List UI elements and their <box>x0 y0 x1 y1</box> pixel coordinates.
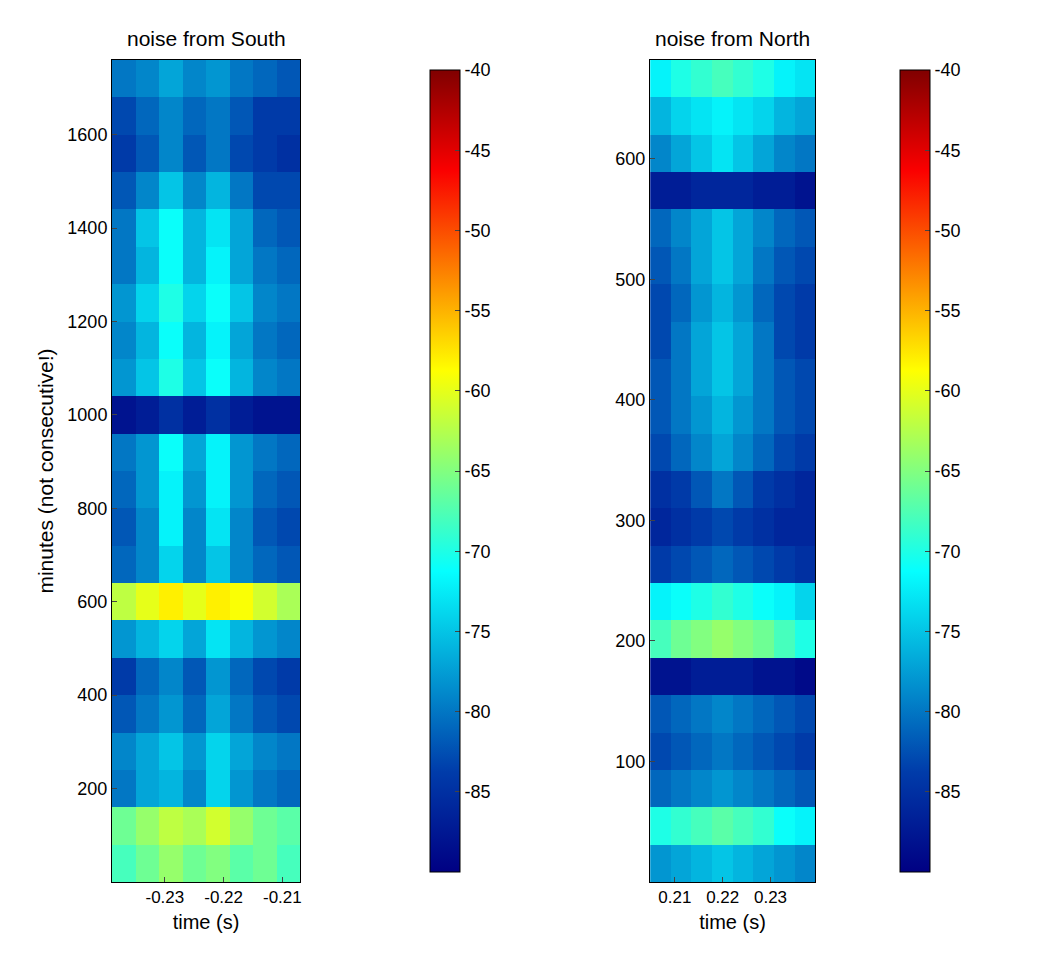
svg-text:-80: -80 <box>465 702 491 722</box>
svg-text:-85: -85 <box>465 782 491 802</box>
svg-text:-65: -65 <box>465 461 491 481</box>
svg-text:500: 500 <box>615 270 645 290</box>
svg-text:-55: -55 <box>465 301 491 321</box>
svg-text:-0.23: -0.23 <box>146 888 185 907</box>
svg-text:100: 100 <box>615 752 645 772</box>
svg-text:-75: -75 <box>465 622 491 642</box>
svg-text:600: 600 <box>77 592 107 612</box>
svg-text:noise from South: noise from South <box>127 27 286 50</box>
svg-text:1200: 1200 <box>67 312 107 332</box>
svg-text:0.23: 0.23 <box>754 888 787 907</box>
svg-text:-65: -65 <box>935 461 961 481</box>
svg-text:-60: -60 <box>465 381 491 401</box>
svg-text:1400: 1400 <box>67 218 107 238</box>
svg-text:-45: -45 <box>935 141 961 161</box>
svg-text:200: 200 <box>615 631 645 651</box>
svg-text:200: 200 <box>77 779 107 799</box>
svg-text:600: 600 <box>615 149 645 169</box>
svg-text:-85: -85 <box>935 782 961 802</box>
svg-text:400: 400 <box>615 390 645 410</box>
svg-text:400: 400 <box>77 685 107 705</box>
svg-text:-70: -70 <box>465 542 491 562</box>
svg-text:-80: -80 <box>935 702 961 722</box>
svg-text:-45: -45 <box>465 141 491 161</box>
svg-text:1000: 1000 <box>67 405 107 425</box>
svg-text:-55: -55 <box>935 301 961 321</box>
svg-text:time (s): time (s) <box>173 911 240 933</box>
svg-text:-60: -60 <box>935 381 961 401</box>
svg-text:-70: -70 <box>935 542 961 562</box>
svg-text:-0.22: -0.22 <box>204 888 243 907</box>
svg-text:1600: 1600 <box>67 125 107 145</box>
svg-text:-40: -40 <box>935 60 961 80</box>
svg-text:-40: -40 <box>465 60 491 80</box>
svg-text:-50: -50 <box>935 221 961 241</box>
svg-text:0.22: 0.22 <box>706 888 739 907</box>
svg-text:time (s): time (s) <box>699 911 766 933</box>
svg-text:-50: -50 <box>465 221 491 241</box>
svg-text:-0.21: -0.21 <box>263 888 302 907</box>
svg-text:300: 300 <box>615 511 645 531</box>
svg-text:-75: -75 <box>935 622 961 642</box>
svg-text:noise from North: noise from North <box>655 27 810 50</box>
svg-text:minutes (not consecutive!): minutes (not consecutive!) <box>34 348 57 593</box>
svg-text:800: 800 <box>77 499 107 519</box>
svg-text:0.21: 0.21 <box>658 888 691 907</box>
